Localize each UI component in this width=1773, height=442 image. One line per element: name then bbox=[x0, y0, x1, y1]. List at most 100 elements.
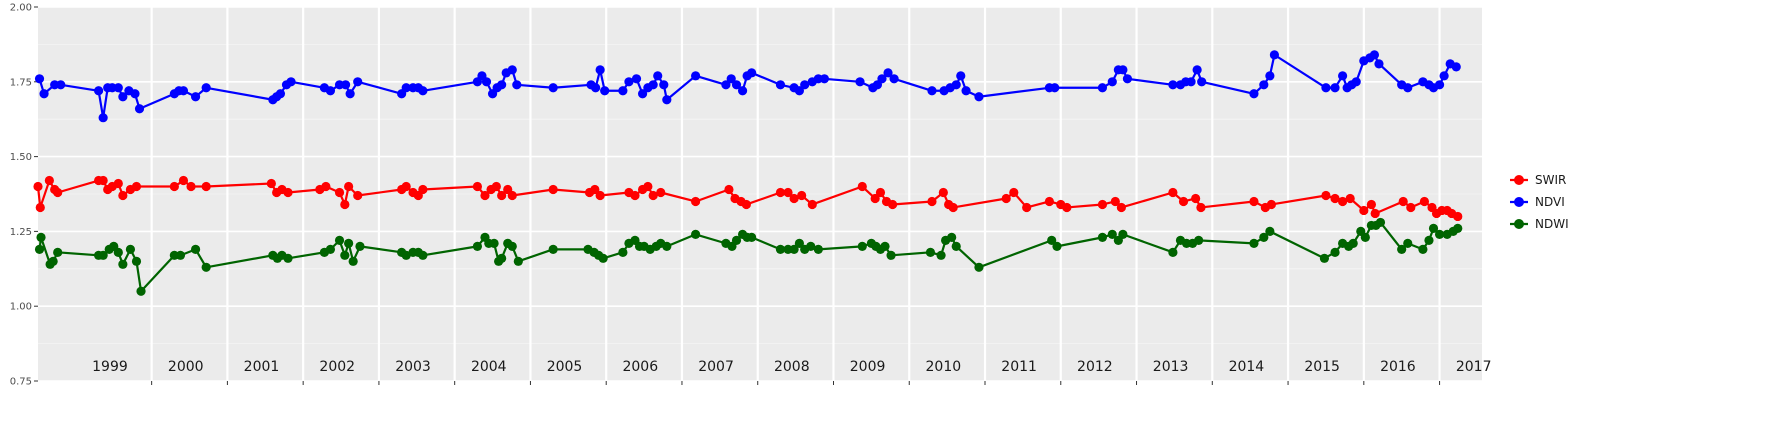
data-point-ndvi bbox=[1269, 50, 1280, 60]
data-point-swir bbox=[595, 190, 605, 201]
data-point-ndvi bbox=[113, 83, 123, 93]
data-point-ndvi bbox=[340, 80, 351, 90]
data-point-swir bbox=[1321, 190, 1331, 201]
data-point-ndwi bbox=[1434, 229, 1445, 239]
data-point-swir bbox=[178, 175, 189, 186]
data-point-swir bbox=[1338, 196, 1348, 207]
data-point-swir bbox=[1062, 202, 1072, 213]
data-point-swir bbox=[1359, 205, 1369, 216]
data-point-ndwi bbox=[974, 262, 984, 272]
data-point-ndwi bbox=[48, 256, 58, 266]
data-point-ndvi bbox=[353, 77, 363, 87]
data-point-ndwi bbox=[794, 238, 804, 248]
year-label: 2016 bbox=[1380, 359, 1416, 375]
year-label: 2005 bbox=[547, 359, 583, 375]
data-point-ndvi bbox=[1097, 83, 1108, 93]
legend-label-ndwi: NDWI bbox=[1535, 217, 1569, 231]
data-point-ndwi bbox=[662, 241, 672, 251]
data-point-swir bbox=[340, 199, 350, 210]
data-point-ndvi bbox=[481, 77, 492, 87]
data-point-swir bbox=[1001, 193, 1011, 204]
data-point-ndvi bbox=[134, 104, 145, 114]
data-point-ndvi bbox=[1122, 74, 1133, 84]
y-tick-label: 1.25 bbox=[10, 227, 32, 238]
data-point-ndvi bbox=[1192, 65, 1202, 75]
data-point-ndvi bbox=[39, 89, 49, 99]
data-point-ndwi bbox=[925, 247, 936, 257]
data-point-swir bbox=[1097, 199, 1108, 210]
data-point-swir bbox=[1398, 196, 1408, 207]
data-point-ndwi bbox=[98, 250, 108, 260]
legend-label-ndvi: NDVI bbox=[1535, 195, 1565, 209]
year-label: 2003 bbox=[395, 359, 431, 375]
data-point-swir bbox=[807, 199, 817, 210]
data-point-ndvi bbox=[1321, 83, 1331, 93]
data-point-swir bbox=[113, 178, 123, 189]
data-point-ndvi bbox=[590, 83, 601, 93]
data-point-swir bbox=[1330, 193, 1340, 204]
data-point-ndvi bbox=[927, 86, 937, 96]
data-point-ndwi bbox=[418, 250, 428, 260]
data-point-ndvi bbox=[721, 80, 731, 90]
data-point-swir bbox=[497, 190, 507, 201]
data-point-swir bbox=[789, 193, 799, 204]
data-point-swir bbox=[1419, 196, 1430, 207]
data-point-ndvi bbox=[1050, 83, 1060, 93]
data-point-ndwi bbox=[1118, 229, 1128, 239]
legend-key-point bbox=[1514, 175, 1524, 185]
year-label: 2004 bbox=[471, 359, 507, 375]
data-point-ndwi bbox=[886, 250, 896, 260]
year-label: 2010 bbox=[926, 359, 962, 375]
data-point-ndwi bbox=[548, 244, 558, 254]
data-point-ndvi bbox=[855, 77, 865, 87]
data-point-swir bbox=[1022, 202, 1032, 213]
data-point-swir bbox=[353, 190, 363, 201]
data-point-ndwi bbox=[1265, 226, 1275, 236]
data-point-swir bbox=[1345, 193, 1355, 204]
data-point-ndwi bbox=[1360, 232, 1370, 242]
data-point-ndvi bbox=[659, 80, 669, 90]
data-point-ndvi bbox=[512, 80, 522, 90]
data-point-ndwi bbox=[747, 232, 757, 242]
data-point-ndwi bbox=[1428, 223, 1439, 234]
y-tick-label: 1.50 bbox=[10, 152, 32, 163]
data-point-swir bbox=[44, 175, 54, 186]
data-point-ndwi bbox=[806, 241, 816, 251]
data-point-ndwi bbox=[880, 241, 890, 251]
data-point-swir bbox=[118, 190, 128, 201]
y-tick-label: 2.00 bbox=[10, 3, 32, 14]
data-point-swir bbox=[201, 181, 211, 192]
data-point-swir bbox=[1196, 202, 1206, 213]
y-tick-label: 1.75 bbox=[10, 77, 32, 88]
data-point-ndvi bbox=[190, 92, 201, 102]
data-point-swir bbox=[643, 181, 653, 192]
y-tick-label: 0.75 bbox=[10, 377, 32, 388]
data-point-swir bbox=[857, 181, 867, 192]
data-point-swir bbox=[334, 187, 345, 198]
data-point-ndwi bbox=[598, 253, 608, 263]
data-point-swir bbox=[266, 178, 276, 189]
legend-key-point bbox=[1514, 219, 1524, 229]
data-point-ndwi bbox=[36, 232, 46, 242]
data-point-ndvi bbox=[775, 80, 786, 90]
data-point-ndvi bbox=[1249, 89, 1259, 99]
data-point-ndwi bbox=[325, 244, 336, 254]
data-point-ndvi bbox=[747, 68, 757, 78]
data-point-swir bbox=[344, 181, 354, 192]
data-point-swir bbox=[630, 190, 640, 201]
data-point-swir bbox=[656, 187, 666, 198]
data-point-ndvi bbox=[1107, 77, 1117, 87]
data-point-ndvi bbox=[1168, 80, 1178, 90]
data-point-ndwi bbox=[1424, 235, 1434, 245]
data-point-ndwi bbox=[951, 241, 961, 251]
data-point-swir bbox=[783, 187, 793, 198]
data-point-ndwi bbox=[348, 256, 358, 266]
data-point-ndvi bbox=[726, 74, 736, 84]
data-point-ndwi bbox=[1397, 244, 1407, 254]
data-point-ndwi bbox=[731, 235, 742, 245]
data-point-ndvi bbox=[631, 74, 642, 84]
data-point-ndvi bbox=[345, 89, 355, 99]
data-point-ndvi bbox=[883, 68, 893, 78]
data-point-ndwi bbox=[201, 262, 211, 272]
